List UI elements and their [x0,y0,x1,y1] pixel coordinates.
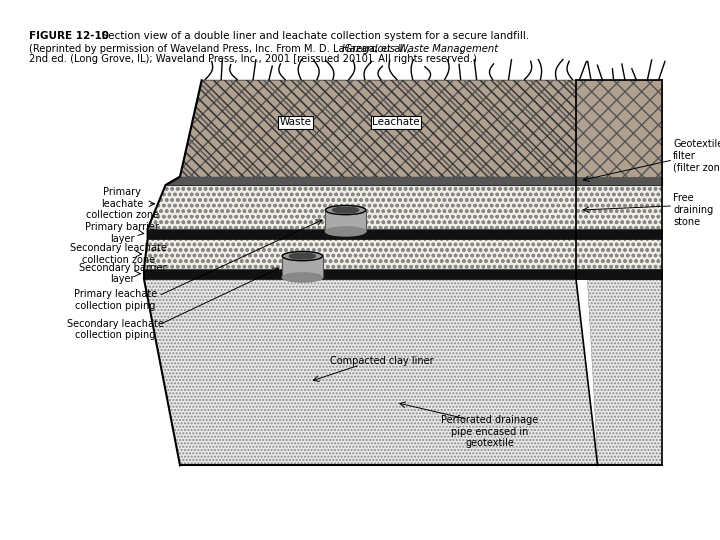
Polygon shape [166,177,576,185]
Text: ALWAYS LEARNING: ALWAYS LEARNING [4,502,158,516]
Polygon shape [282,256,323,278]
Text: Compacted clay liner: Compacted clay liner [330,356,433,366]
Polygon shape [576,80,662,177]
Text: Basic Environmental Technology, Sixth Edition: Basic Environmental Technology, Sixth Ed… [263,493,465,502]
Polygon shape [576,185,662,229]
Polygon shape [180,80,576,177]
Polygon shape [576,268,662,279]
Polygon shape [144,279,598,465]
Ellipse shape [289,253,315,259]
Polygon shape [576,80,662,465]
Text: FIGURE 12-10: FIGURE 12-10 [29,31,109,42]
Text: All Rights Reserved: All Rights Reserved [443,517,528,526]
Text: Primary barrier
layer: Primary barrier layer [86,222,159,244]
Text: Waste: Waste [279,117,311,127]
Ellipse shape [333,207,359,213]
Polygon shape [576,177,662,185]
Polygon shape [576,229,662,239]
Text: Secondary leachate
collection piping: Secondary leachate collection piping [67,319,163,340]
Ellipse shape [282,273,323,282]
Polygon shape [148,185,576,229]
Text: Geotextile
filter
(filter zone): Geotextile filter (filter zone) [673,139,720,172]
Polygon shape [144,239,576,268]
Text: (Reprinted by permission of Waveland Press, Inc. From M. D. LaGrega, et al.,: (Reprinted by permission of Waveland Pre… [29,44,413,55]
Text: ,: , [459,44,462,55]
Ellipse shape [325,227,366,236]
Text: Leachate: Leachate [372,117,420,127]
Text: Secondary leachate
collection zone: Secondary leachate collection zone [71,243,167,265]
Text: Copyright © 2015 by Pearson Education, Inc.: Copyright © 2015 by Pearson Education, I… [443,493,640,502]
Polygon shape [576,239,662,268]
Text: Secondary barrier
layer: Secondary barrier layer [78,263,166,285]
Text: Free
draining
stone: Free draining stone [673,193,714,227]
Text: Primary
leachate
collection zone: Primary leachate collection zone [86,187,159,220]
Polygon shape [148,229,576,239]
Polygon shape [144,268,662,279]
Text: Perforated drainage
pipe encased in
geotextile: Perforated drainage pipe encased in geot… [441,415,539,448]
Text: 2nd ed. (Long Grove, IL); Waveland Press, Inc., 2001 [reissued 2010]. All rights: 2nd ed. (Long Grove, IL); Waveland Press… [29,54,477,64]
Text: Jerry A. Nathanson | Richard A. Schneider: Jerry A. Nathanson | Richard A. Schneide… [263,517,444,526]
Ellipse shape [282,252,323,261]
Text: Section view of a double liner and leachate collection system for a secure landf: Section view of a double liner and leach… [95,31,529,42]
Ellipse shape [325,205,366,215]
Text: Primary leachate
collection piping: Primary leachate collection piping [73,289,157,311]
Text: Hazardous Waste Management: Hazardous Waste Management [342,44,498,55]
Text: PEARSON: PEARSON [630,500,720,518]
Polygon shape [325,210,366,232]
